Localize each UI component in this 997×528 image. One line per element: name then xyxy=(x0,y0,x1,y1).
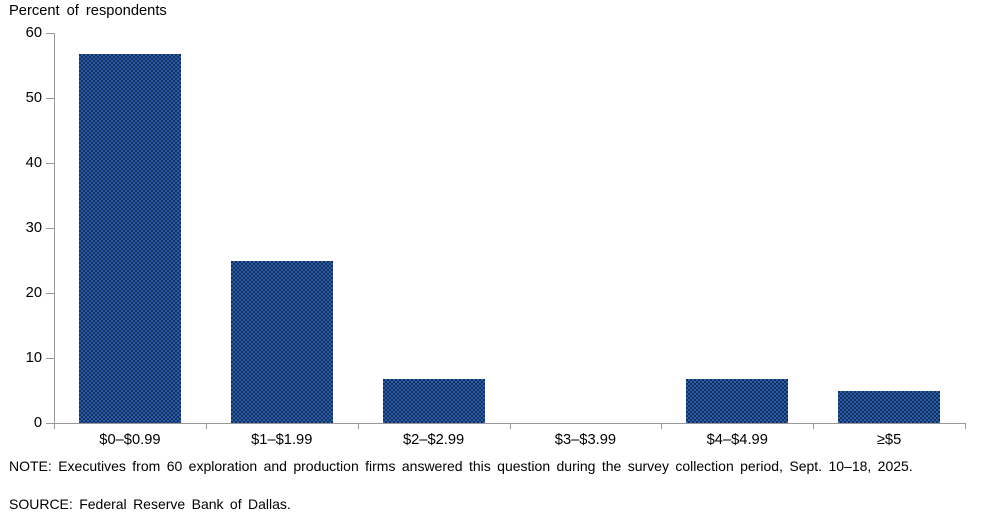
y-tick-label: 40 xyxy=(25,155,42,171)
y-tick-mark xyxy=(46,358,54,359)
y-tick-label: 50 xyxy=(25,90,42,106)
y-tick-label: 10 xyxy=(25,350,42,366)
x-category-label: $2–$2.99 xyxy=(402,432,465,448)
x-category-label: $4–$4.99 xyxy=(706,432,768,448)
x-tick-mark xyxy=(510,423,511,429)
y-tick-mark xyxy=(46,293,54,294)
y-tick-mark xyxy=(46,33,54,34)
y-tick-mark xyxy=(46,423,54,424)
bar xyxy=(231,260,333,423)
x-tick-mark xyxy=(661,423,662,429)
y-tick-label: 20 xyxy=(25,285,42,301)
bar xyxy=(838,390,940,423)
x-category-label: ≥$5 xyxy=(876,432,902,448)
x-tick-mark xyxy=(813,423,814,429)
x-tick-mark xyxy=(54,423,55,429)
x-tick-mark xyxy=(206,423,207,429)
y-tick-mark xyxy=(46,228,54,229)
x-category-label: $3–$3.99 xyxy=(554,432,617,448)
bar xyxy=(383,379,485,423)
note-text: NOTE: Executives from 60 exploration and… xyxy=(9,458,913,474)
y-tick-mark xyxy=(46,163,54,164)
y-tick-label: 30 xyxy=(25,220,42,236)
plot-area: 0 10 20 30 40 50 60 $0–$0.99 $1–$1.99 $2–$2.99 $3… xyxy=(26,25,966,448)
bar xyxy=(686,379,788,423)
x-tick-mark xyxy=(965,423,966,429)
x-tick-mark xyxy=(358,423,359,429)
x-category-label: $0–$0.99 xyxy=(99,432,161,448)
x-axis-line xyxy=(54,423,965,424)
y-tick-label: 60 xyxy=(25,25,42,41)
y-tick-label: 0 xyxy=(33,415,42,431)
y-axis-line xyxy=(54,33,55,424)
chart-title: Percent of respondents xyxy=(9,3,167,19)
x-category-label: $1–$1.99 xyxy=(251,432,313,448)
y-tick-mark xyxy=(46,98,54,99)
bar xyxy=(79,54,181,423)
source-text: SOURCE: Federal Reserve Bank of Dallas. xyxy=(9,496,291,512)
